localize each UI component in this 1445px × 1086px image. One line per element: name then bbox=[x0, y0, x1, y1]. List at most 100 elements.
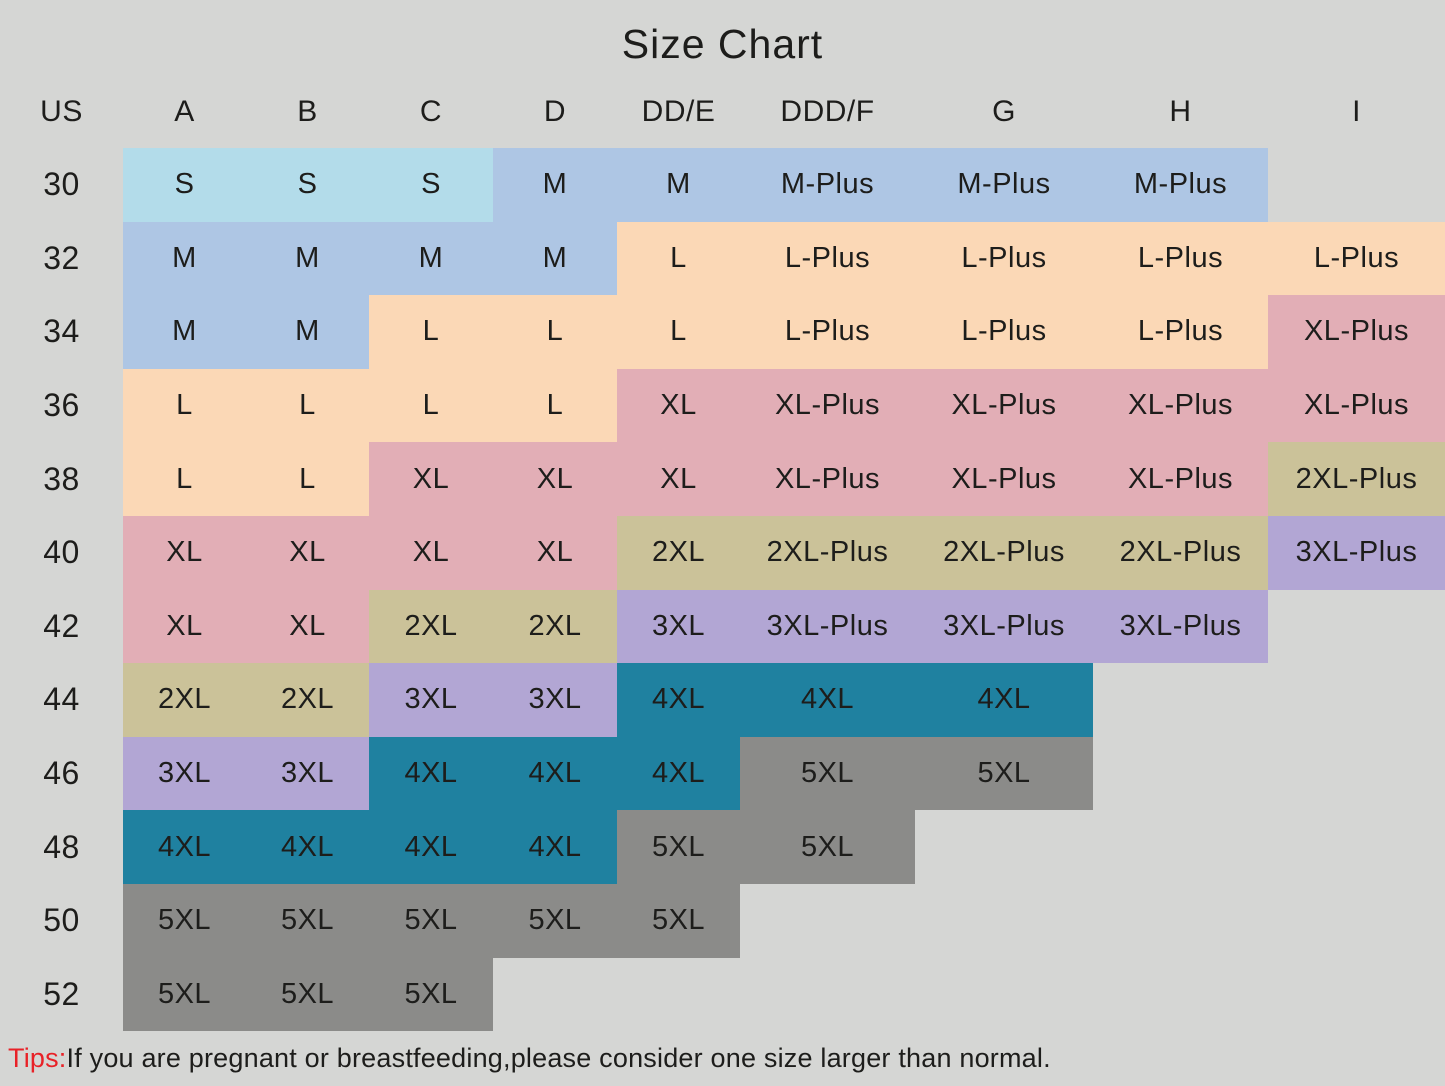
size-cell: 2XL bbox=[369, 589, 493, 664]
row-label-34: 34 bbox=[43, 313, 80, 350]
size-cell-empty bbox=[1093, 810, 1268, 884]
size-cell-empty bbox=[1268, 737, 1445, 811]
size-cell: L-Plus bbox=[1093, 221, 1268, 296]
row-label-42: 42 bbox=[43, 607, 80, 644]
size-cell: 4XL bbox=[915, 663, 1093, 737]
row-label-44: 44 bbox=[43, 681, 80, 718]
size-cell: L-Plus bbox=[740, 221, 915, 296]
size-cell: M bbox=[493, 148, 617, 222]
size-cell: L bbox=[369, 295, 493, 369]
size-cell-empty bbox=[1093, 737, 1268, 811]
size-cell: 3XL-Plus bbox=[915, 589, 1093, 664]
size-cell: XL bbox=[369, 515, 493, 590]
size-cell-empty bbox=[493, 958, 617, 1032]
size-cell: M-Plus bbox=[1093, 148, 1268, 222]
size-cell: 4XL bbox=[123, 810, 246, 884]
size-cell: L bbox=[123, 368, 246, 443]
column-header-b: B bbox=[297, 94, 318, 128]
row-label-52: 52 bbox=[43, 975, 80, 1012]
size-cell: XL bbox=[246, 515, 369, 590]
size-cell: M bbox=[617, 148, 740, 222]
size-cell: M bbox=[123, 221, 246, 296]
size-cell-empty bbox=[1268, 148, 1445, 222]
size-cell: M bbox=[369, 221, 493, 296]
size-cell: 2XL-Plus bbox=[740, 515, 915, 590]
size-cell: 4XL bbox=[617, 736, 740, 811]
size-cell: XL-Plus bbox=[740, 368, 915, 443]
size-cell: 3XL bbox=[493, 663, 617, 737]
row-label-46: 46 bbox=[43, 755, 80, 792]
size-cell-empty bbox=[617, 958, 740, 1032]
size-cell: 5XL bbox=[915, 736, 1093, 811]
size-cell: 4XL bbox=[369, 810, 493, 884]
size-cell: L bbox=[493, 295, 617, 369]
size-cell: 4XL bbox=[740, 663, 915, 737]
size-cell: 2XL-Plus bbox=[1093, 515, 1268, 590]
size-cell: 5XL bbox=[369, 957, 493, 1032]
size-cell-empty bbox=[740, 884, 915, 958]
row-label-38: 38 bbox=[43, 460, 80, 497]
size-cell: L-Plus bbox=[915, 295, 1093, 369]
size-cell: 3XL bbox=[123, 736, 246, 811]
column-header-us: US bbox=[40, 94, 83, 128]
row-label-32: 32 bbox=[43, 239, 80, 276]
size-cell: S bbox=[123, 148, 246, 222]
size-cell: XL-Plus bbox=[1093, 442, 1268, 516]
size-cell-empty bbox=[1268, 663, 1445, 737]
size-cell: 3XL bbox=[246, 736, 369, 811]
size-cell: M bbox=[246, 221, 369, 296]
size-cell: 3XL-Plus bbox=[1093, 589, 1268, 664]
size-cell: 5XL bbox=[123, 957, 246, 1032]
size-cell: M bbox=[246, 295, 369, 369]
size-cell: 2XL-Plus bbox=[1268, 442, 1445, 516]
size-cell: 2XL bbox=[617, 515, 740, 590]
size-cell: XL bbox=[493, 442, 617, 516]
size-cell-empty bbox=[915, 884, 1093, 958]
size-cell: 3XL-Plus bbox=[1268, 515, 1445, 590]
row-label-30: 30 bbox=[43, 166, 80, 203]
column-header-ddd-f: DDD/F bbox=[780, 94, 875, 128]
size-cell: L bbox=[123, 442, 246, 516]
size-cell: 3XL bbox=[369, 663, 493, 737]
size-cell: 2XL bbox=[493, 589, 617, 664]
size-cell: 5XL bbox=[123, 883, 246, 958]
size-cell: 2XL bbox=[246, 663, 369, 737]
size-cell: 5XL bbox=[740, 810, 915, 884]
size-cell: 2XL-Plus bbox=[915, 515, 1093, 590]
size-cell: S bbox=[246, 148, 369, 222]
size-cell: XL bbox=[617, 442, 740, 516]
size-cell: M-Plus bbox=[740, 148, 915, 222]
size-cell: L bbox=[617, 221, 740, 296]
size-cell: L bbox=[246, 442, 369, 516]
size-cell: 4XL bbox=[246, 810, 369, 884]
size-cell: 3XL bbox=[617, 589, 740, 664]
column-header-i: I bbox=[1352, 94, 1361, 128]
row-label-50: 50 bbox=[43, 902, 80, 939]
size-cell: L-Plus bbox=[740, 295, 915, 369]
size-cell: XL-Plus bbox=[740, 442, 915, 516]
size-cell: 5XL bbox=[493, 883, 617, 958]
page-title: Size Chart bbox=[621, 21, 824, 67]
size-cell: L-Plus bbox=[1268, 221, 1445, 296]
size-chart-table: US A B C D DD/E DDD/F G H I 30 S S S M M M-Plus M-Plus M-P… bbox=[0, 75, 1445, 1032]
size-cell-empty bbox=[1268, 810, 1445, 884]
size-cell: 5XL bbox=[740, 736, 915, 811]
size-cell: M bbox=[123, 295, 246, 369]
size-cell: L-Plus bbox=[915, 221, 1093, 296]
size-cell: 5XL bbox=[617, 883, 740, 958]
size-cell: L-Plus bbox=[1093, 295, 1268, 369]
tips-label: Tips: bbox=[8, 1042, 67, 1073]
size-cell-empty bbox=[1268, 590, 1445, 664]
size-cell-empty bbox=[1268, 958, 1445, 1032]
size-cell: XL-Plus bbox=[1268, 368, 1445, 443]
size-cell-empty bbox=[915, 810, 1093, 884]
size-cell: XL-Plus bbox=[915, 442, 1093, 516]
size-cell: L bbox=[493, 368, 617, 443]
size-cell: L bbox=[246, 368, 369, 443]
column-header-c: C bbox=[419, 94, 443, 128]
column-header-h: H bbox=[1169, 94, 1192, 128]
size-cell: XL bbox=[246, 589, 369, 664]
size-cell: L bbox=[369, 368, 493, 443]
size-cell: 4XL bbox=[617, 663, 740, 737]
size-cell: 5XL bbox=[617, 810, 740, 884]
